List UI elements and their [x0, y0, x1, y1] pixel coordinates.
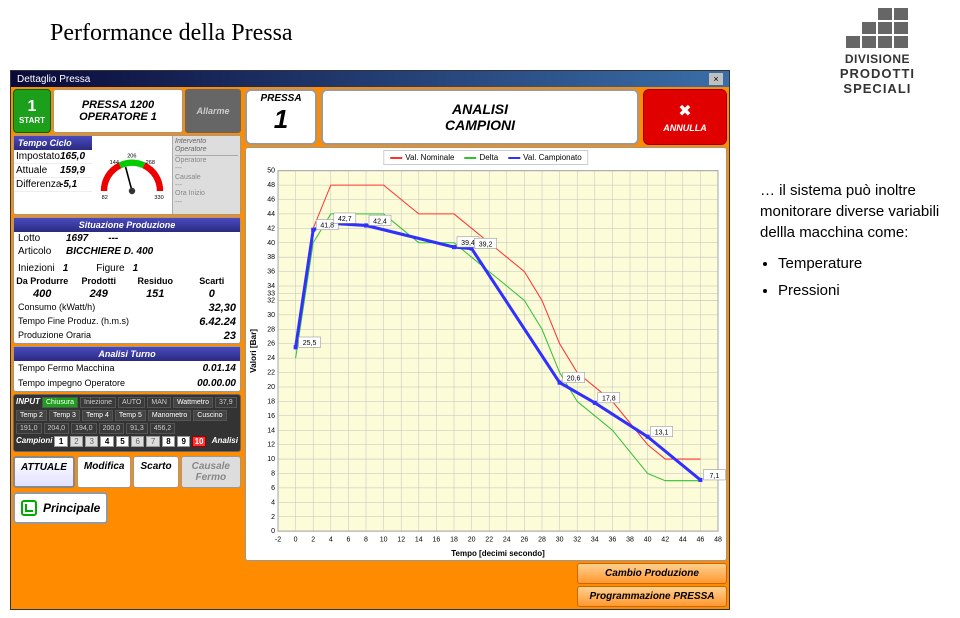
svg-text:12: 12	[267, 441, 275, 449]
svg-text:13,1: 13,1	[655, 429, 669, 437]
svg-text:4: 4	[329, 535, 333, 543]
svg-text:48: 48	[714, 535, 722, 543]
svg-text:20: 20	[267, 383, 275, 391]
svg-text:30: 30	[267, 311, 275, 319]
svg-text:39,2: 39,2	[479, 240, 493, 248]
tab-scarto[interactable]: Scarto	[133, 456, 178, 488]
svg-text:36: 36	[267, 268, 275, 276]
svg-text:44: 44	[679, 535, 687, 543]
tempo-ciclo-header: Tempo Ciclo	[14, 136, 92, 150]
prog-button[interactable]: Programmazione PRESSA	[577, 586, 727, 607]
svg-text:14: 14	[267, 426, 275, 434]
svg-text:26: 26	[267, 340, 275, 348]
start-button[interactable]: 1 START	[13, 89, 51, 133]
svg-text:18: 18	[450, 535, 458, 543]
gauge: 82 330 144 268 206	[92, 136, 172, 214]
close-icon[interactable]: ×	[709, 73, 723, 85]
svg-text:206: 206	[127, 153, 136, 159]
produzione-panel: Situazione Produzione Lotto1697--- Artic…	[13, 217, 241, 344]
svg-text:14: 14	[415, 535, 423, 543]
svg-text:33: 33	[267, 289, 275, 297]
input-panel: INPUT Chiusura Iniezione AUTO MAN Wattme…	[13, 394, 241, 452]
svg-text:144: 144	[110, 160, 119, 166]
svg-text:30: 30	[556, 535, 564, 543]
svg-text:10: 10	[380, 535, 388, 543]
annulla-button[interactable]: ✖ ANNULLA	[643, 89, 727, 145]
cancel-icon: ✖	[678, 101, 691, 121]
turno-panel: Analisi Turno Tempo Fermo Macchina0.01.1…	[13, 346, 241, 392]
svg-text:0: 0	[271, 527, 275, 535]
svg-text:44: 44	[267, 210, 275, 218]
allarme-button[interactable]: Allarme	[185, 89, 241, 133]
svg-text:32: 32	[267, 296, 275, 304]
svg-text:4: 4	[271, 498, 275, 506]
svg-text:Tempo [decimi secondo]: Tempo [decimi secondo]	[451, 549, 545, 558]
svg-text:-2: -2	[275, 535, 281, 543]
svg-text:42,7: 42,7	[338, 215, 352, 223]
svg-text:42,4: 42,4	[373, 217, 387, 225]
svg-text:24: 24	[503, 535, 511, 543]
svg-text:42: 42	[267, 224, 275, 232]
svg-text:6: 6	[271, 484, 275, 492]
svg-text:2: 2	[271, 513, 275, 521]
home-icon	[21, 500, 37, 516]
app-window: Dettaglio Pressa × 1 START PRESSA 1200 O…	[10, 70, 730, 610]
analisi-card: ANALISI CAMPIONI	[321, 89, 639, 145]
svg-text:28: 28	[538, 535, 546, 543]
chart: Val. Nominale Delta Val. Campionato -202…	[245, 147, 727, 561]
svg-text:40: 40	[267, 239, 275, 247]
svg-text:39,4: 39,4	[461, 239, 475, 247]
tab-causale[interactable]: Causale Fermo	[181, 456, 241, 488]
svg-text:36: 36	[609, 535, 617, 543]
svg-text:46: 46	[267, 195, 275, 203]
svg-text:32: 32	[573, 535, 581, 543]
svg-text:25,5: 25,5	[303, 339, 317, 347]
svg-text:24: 24	[267, 354, 275, 362]
svg-text:17,8: 17,8	[602, 395, 616, 403]
svg-text:34: 34	[591, 535, 599, 543]
svg-text:38: 38	[267, 253, 275, 261]
titlebar: Dettaglio Pressa ×	[11, 71, 729, 87]
chart-legend: Val. Nominale Delta Val. Campionato	[383, 150, 588, 165]
svg-text:34: 34	[267, 282, 275, 290]
svg-text:268: 268	[146, 160, 155, 166]
svg-text:8: 8	[271, 469, 275, 477]
svg-text:6: 6	[346, 535, 350, 543]
svg-text:38: 38	[626, 535, 634, 543]
pressa-info: PRESSA 1200 OPERATORE 1	[53, 89, 183, 133]
svg-text:18: 18	[267, 397, 275, 405]
svg-text:20: 20	[468, 535, 476, 543]
svg-text:7,1: 7,1	[710, 472, 720, 480]
svg-text:28: 28	[267, 325, 275, 333]
logo: DIVISIONE PRODOTTI SPECIALI	[840, 8, 915, 96]
svg-text:82: 82	[102, 195, 108, 201]
svg-text:12: 12	[397, 535, 405, 543]
svg-text:26: 26	[521, 535, 529, 543]
svg-text:2: 2	[311, 535, 315, 543]
svg-text:20,6: 20,6	[567, 374, 581, 382]
svg-text:Valori [Bar]: Valori [Bar]	[249, 329, 258, 373]
svg-text:330: 330	[154, 195, 163, 201]
svg-text:22: 22	[267, 369, 275, 377]
page-title: Performance della Pressa	[50, 20, 293, 47]
tab-attuale[interactable]: ATTUALE	[13, 456, 75, 488]
cambio-button[interactable]: Cambio Produzione	[577, 563, 727, 584]
svg-text:8: 8	[364, 535, 368, 543]
svg-text:41,8: 41,8	[320, 222, 334, 230]
svg-text:40: 40	[644, 535, 652, 543]
svg-text:46: 46	[697, 535, 705, 543]
svg-text:42: 42	[661, 535, 669, 543]
pressa-card: PRESSA 1	[245, 89, 317, 145]
principale-button[interactable]: Principale	[13, 492, 108, 524]
tab-modifica[interactable]: Modifica	[77, 456, 132, 488]
svg-text:10: 10	[267, 455, 275, 463]
svg-text:22: 22	[485, 535, 493, 543]
side-description: … il sistema può inoltre monitorare dive…	[760, 180, 950, 307]
svg-text:50: 50	[267, 167, 275, 175]
svg-text:48: 48	[267, 181, 275, 189]
svg-text:16: 16	[267, 412, 275, 420]
svg-text:16: 16	[433, 535, 441, 543]
svg-text:0: 0	[294, 535, 298, 543]
intervento-panel: Intervento Operatore Operatore--- Causal…	[172, 136, 240, 214]
